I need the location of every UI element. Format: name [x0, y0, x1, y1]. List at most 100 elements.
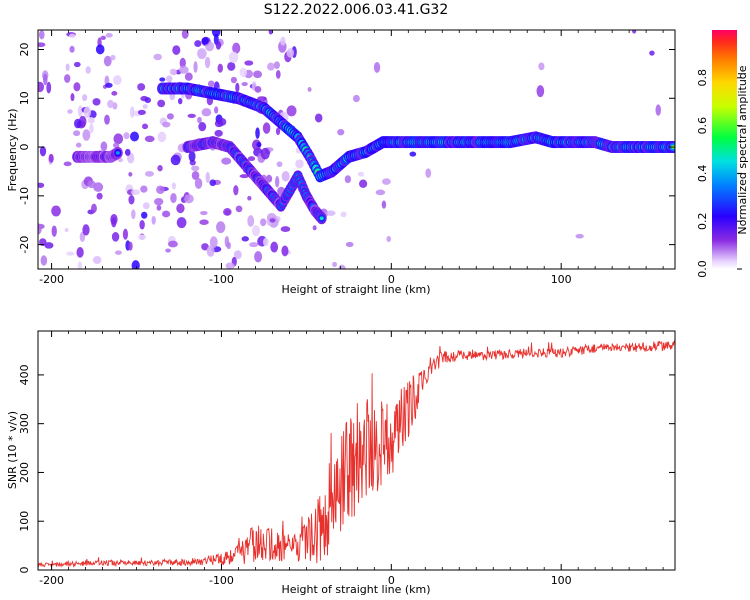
noise-blob: [77, 105, 83, 117]
snr-xtick-label: 0: [388, 574, 395, 587]
noise-blob: [201, 37, 209, 45]
noise-blob: [91, 203, 97, 214]
noise-blob: [167, 240, 178, 248]
noise-blob: [65, 63, 70, 72]
noise-blob: [144, 135, 155, 143]
spectrogram-ytick-label: 0: [18, 144, 31, 151]
spectrogram-ytick-label: -10: [18, 187, 31, 205]
noise-blob: [337, 128, 345, 136]
colorbar-tick-label: 0.2: [696, 212, 709, 230]
noise-blob: [381, 200, 387, 209]
noise-blob: [82, 94, 88, 102]
snr-ytick-label: 400: [18, 364, 31, 385]
noise-blob: [111, 232, 120, 242]
spectrogram-ylabel: Frequency (Hz): [6, 109, 19, 192]
noise-blob: [244, 60, 254, 66]
noise-blob: [51, 205, 61, 217]
noise-blob: [193, 61, 198, 73]
noise-blob: [46, 81, 52, 94]
noise-blob: [38, 182, 45, 188]
noise-blob: [64, 227, 69, 233]
noise-blob: [344, 175, 352, 184]
noise-blob: [38, 42, 46, 48]
snr-xtick-label: 100: [551, 574, 572, 587]
snr-line: [38, 340, 675, 568]
noise-blob: [131, 260, 140, 269]
snr-ylabel: SNR (10 * v/v): [6, 411, 19, 489]
noise-blob: [314, 113, 323, 123]
noise-blob: [197, 48, 207, 60]
snr-xlabel: Height of straight line (km): [281, 583, 430, 596]
noise-blob: [128, 241, 133, 251]
spectrogram-frame: [37, 29, 676, 270]
noise-blob: [75, 142, 82, 148]
noise-blob: [141, 211, 148, 219]
noise-blob: [200, 210, 208, 216]
noise-blob: [73, 82, 81, 92]
noise-blob: [131, 209, 136, 220]
trace-core: [115, 151, 120, 155]
noise-blob: [214, 106, 219, 114]
noise-blob: [76, 247, 84, 258]
figure-title: S122.2022.006.03.41.G32: [264, 2, 449, 18]
noise-blob: [382, 178, 391, 185]
noise-blob: [157, 99, 166, 108]
noise-blob: [216, 221, 226, 234]
snr-ytick-label: 100: [18, 511, 31, 532]
noise-blob: [206, 245, 215, 257]
colorbar-label: Normalized spectral amplitude: [736, 65, 749, 234]
noise-blob: [204, 56, 211, 69]
snr-xtick-label: -100: [209, 574, 234, 587]
noise-blob: [232, 42, 241, 54]
noise-blob: [153, 53, 162, 61]
noise-blob: [131, 189, 141, 196]
noise-blob: [201, 108, 212, 117]
noise-blob: [207, 80, 215, 88]
noise-blob: [275, 70, 281, 79]
noise-blob: [181, 30, 189, 39]
noise-blob: [38, 223, 42, 235]
noise-blob: [176, 217, 187, 229]
noise-blob: [96, 192, 103, 200]
noise-blob: [38, 81, 45, 93]
noise-blob: [74, 118, 82, 129]
trace-core: [319, 216, 324, 221]
noise-blob: [233, 185, 239, 196]
noise-blob: [307, 87, 312, 92]
noise-blob: [156, 204, 162, 211]
noise-blob: [373, 61, 381, 73]
noise-blob: [267, 62, 275, 71]
noise-blob: [247, 156, 256, 162]
noise-blob: [209, 236, 218, 249]
noise-blob: [205, 171, 210, 184]
noise-blob: [151, 215, 156, 225]
noise-blob: [230, 76, 237, 84]
noise-blob: [107, 99, 114, 109]
noise-blob: [241, 81, 248, 87]
colorbar-tick-label: 0.0: [696, 260, 709, 278]
snr-ticks: -200 -100 0 100 0 100 200 300 400: [18, 331, 675, 587]
noise-blob: [72, 130, 81, 137]
noise-blob: [199, 219, 209, 225]
snr-ytick-label: 200: [18, 462, 31, 483]
noise-blob: [263, 237, 269, 247]
spectrogram-xtick-label: 0: [388, 273, 395, 286]
noise-blob: [251, 225, 260, 237]
noise-blob: [253, 70, 263, 79]
noise-blob: [274, 176, 280, 188]
noise-blob: [332, 261, 338, 268]
noise-blob: [227, 61, 236, 71]
noise-blob: [191, 165, 200, 172]
noise-blob: [156, 185, 165, 195]
noise-blob: [111, 91, 118, 96]
noise-blob: [241, 236, 249, 242]
noise-blob: [157, 165, 163, 172]
noise-blob: [40, 255, 48, 266]
noise-blob: [67, 109, 73, 114]
noise-blob: [425, 168, 432, 178]
noise-blob: [257, 96, 267, 101]
noise-blob: [295, 159, 304, 169]
noise-blob: [194, 177, 203, 189]
